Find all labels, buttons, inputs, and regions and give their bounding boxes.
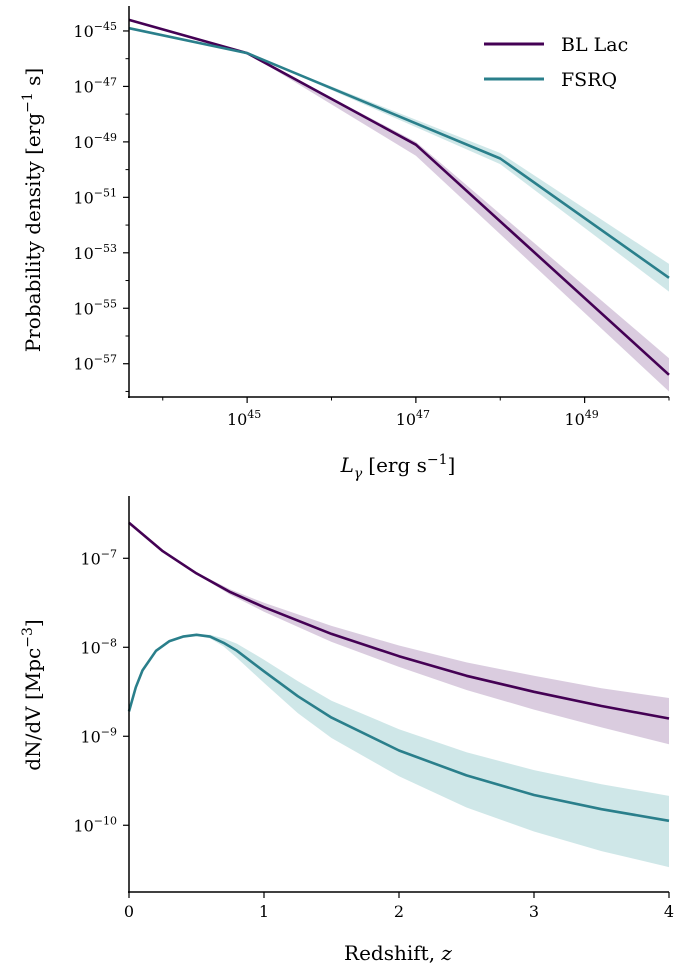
tick-exponent: −49 [94,131,117,144]
top-bl-lac-line [128,18,670,376]
top-ylabel-end: s] [21,68,45,92]
top-axes-layer [128,6,669,398]
tick-exponent: 45 [247,408,261,421]
top-y-tick-label: 10−53 [73,242,117,263]
top-y-tick-label: 10−47 [73,75,117,96]
top-y-tick-label: 10−57 [73,353,117,374]
top-ylabel-text: Probability density [erg [21,113,45,353]
top-fsrq-uncertainty-band [129,28,669,292]
top-series-layer [128,18,670,392]
top-x-tick-label: 1045 [227,408,261,429]
tick-base: 10 [73,244,93,263]
tick-exponent: −10 [94,814,117,827]
bottom-x-tick-label: 4 [664,902,674,921]
bottom-xlabel: Redshift, z [344,941,452,965]
tick-base: 10 [73,133,93,152]
top-xlabel-unit-end: ] [448,453,456,477]
bottom-ylabel-text: dN/dV [Mpc [21,648,45,771]
tick-base: 10 [73,299,93,318]
top-xlabel: Lγ [erg s−1] [340,452,456,482]
bottom-x-tick-label: 0 [124,902,134,921]
top-xlabel-variable: L [340,453,354,477]
tick-base: 10 [80,638,100,657]
legend-label-bl-lac: BL Lac [561,34,628,56]
tick-base: 10 [73,816,93,835]
tick-base: 10 [396,410,416,429]
tick-base: 10 [80,727,100,746]
bottom-ticks-layer: 10−710−810−910−100 1 2 3 4 [73,547,674,921]
top-fsrq-line [128,26,670,279]
bottom-xlabel-variable: z [440,941,452,965]
bottom-ylabel-exponent: −3 [20,627,36,648]
tick-base: 10 [227,410,247,429]
legend-label-fsrq: FSRQ [561,69,617,91]
tick-base: 10 [564,410,584,429]
bottom-bl-lac-line [128,521,670,720]
tick-exponent: −8 [101,636,117,649]
tick-exponent: −47 [94,75,117,88]
bottom-xlabel-text: Redshift, [344,941,441,965]
tick-exponent: −55 [94,297,117,310]
bottom-y-tick-label: 10−10 [73,814,117,835]
bottom-ylabel-end: ] [21,619,45,627]
bottom-ylabel: dN/dV [Mpc−3] [20,619,45,770]
legend: BL Lac FSRQ [484,34,628,91]
tick-exponent: −7 [101,547,117,560]
top-y-tick-label: 10−45 [73,20,117,41]
tick-exponent: 47 [416,408,430,421]
tick-exponent: −51 [94,186,117,199]
bottom-x-tick-label: 2 [394,902,404,921]
tick-exponent: 49 [585,408,599,421]
top-xlabel-unit-exponent: −1 [427,452,448,468]
bottom-y-tick-label: 10−9 [80,725,117,746]
top-y-tick-label: 10−55 [73,297,117,318]
tick-base: 10 [73,355,93,374]
bottom-bl-lac-uncertainty-band [129,522,669,745]
tick-base: 10 [73,77,93,96]
bottom-fsrq-line [127,633,670,823]
bottom-y-tick-label: 10−8 [80,636,117,657]
top-xlabel-subscript: γ [354,466,363,482]
tick-exponent: −9 [101,725,117,738]
top-y-tick-label: 10−49 [73,131,117,152]
tick-exponent: −57 [94,353,117,366]
top-x-tick-label: 1049 [564,408,598,429]
number-density-panel: 10−710−810−910−100 1 2 3 4 dN/dV [Mpc−3] Red… [20,496,674,965]
bottom-y-tick-label: 10−7 [80,547,117,568]
top-xlabel-unit: [erg s [368,453,427,477]
top-y-tick-label: 10−51 [73,186,117,207]
tick-base: 10 [80,549,100,568]
tick-base: 10 [73,188,93,207]
tick-exponent: −53 [94,242,117,255]
bottom-series-layer [127,521,670,868]
tick-exponent: −45 [94,20,117,33]
top-x-tick-label: 1047 [396,408,430,429]
top-ylabel-exponent: −1 [20,92,36,113]
bottom-x-tick-label: 1 [259,902,269,921]
bottom-x-tick-label: 3 [529,902,539,921]
tick-base: 10 [73,22,93,41]
top-ylabel: Probability density [erg−1 s] [20,68,45,352]
